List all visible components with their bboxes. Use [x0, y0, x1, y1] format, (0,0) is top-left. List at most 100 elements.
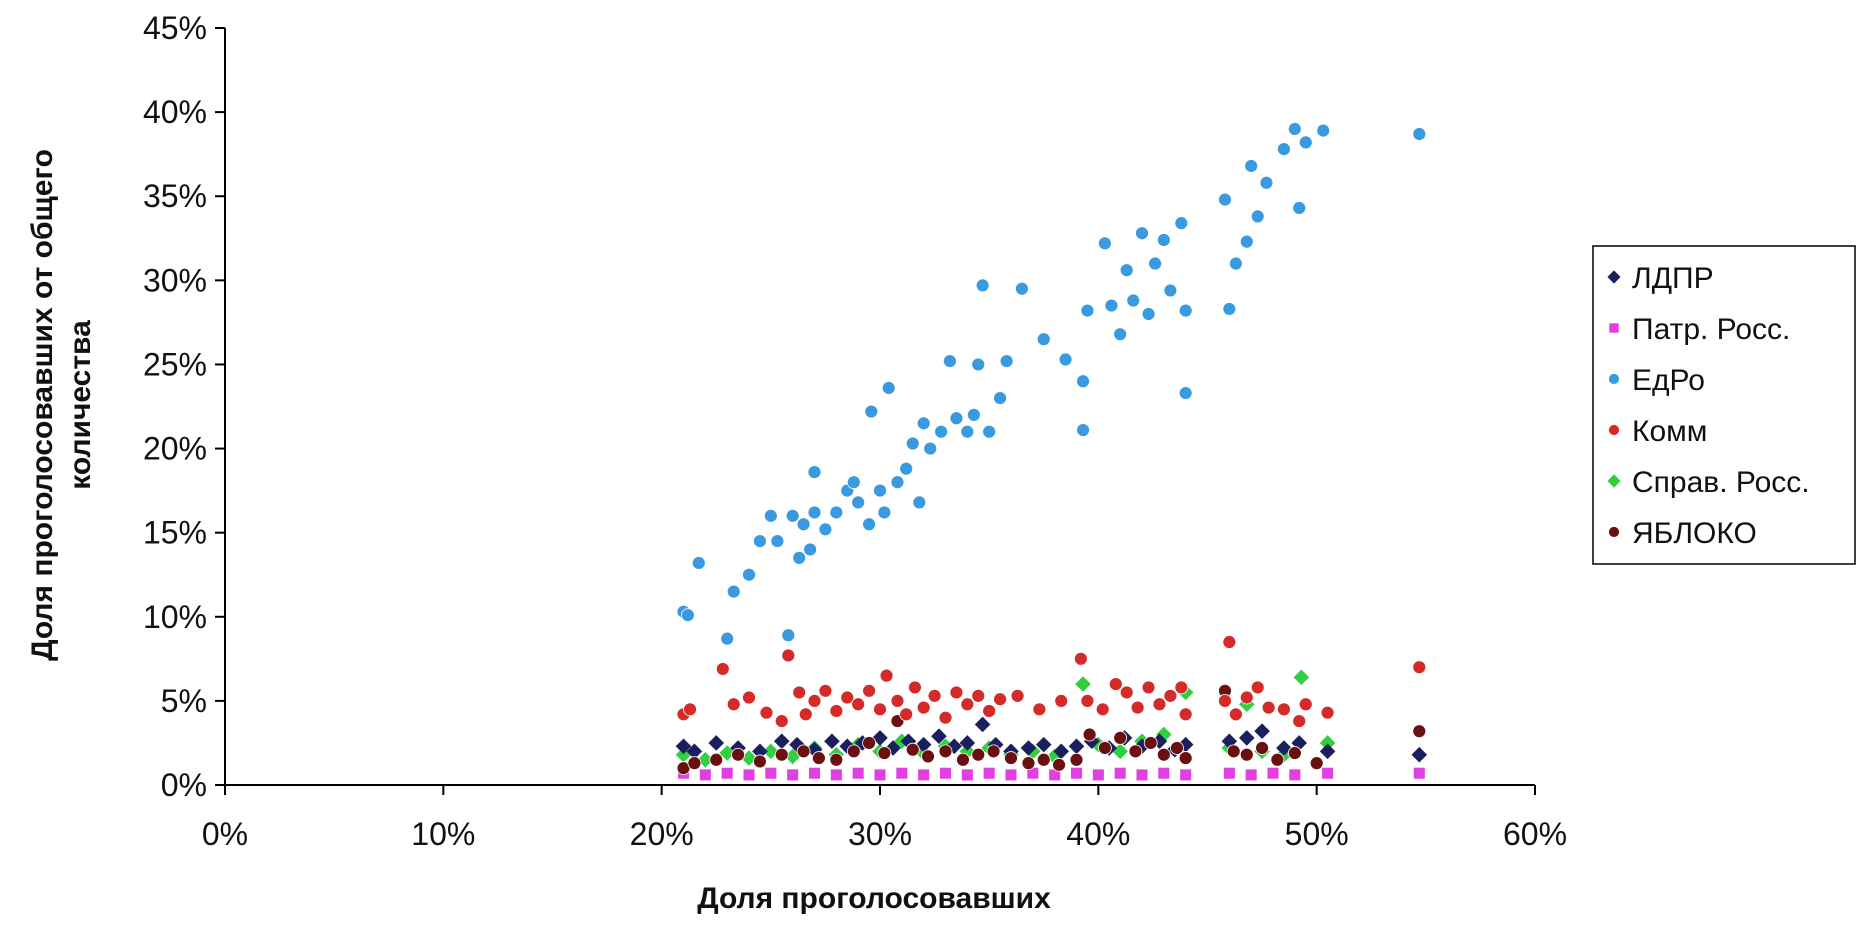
data-point — [773, 733, 790, 750]
data-point — [1135, 226, 1149, 241]
data-point — [1316, 123, 1331, 138]
data-point — [1032, 702, 1047, 717]
data-point — [1178, 303, 1193, 318]
data-point — [971, 688, 986, 703]
data-point — [759, 705, 774, 720]
data-point — [1128, 744, 1143, 759]
data-point — [1156, 233, 1171, 247]
data-point — [1293, 669, 1310, 686]
data-point — [675, 738, 692, 755]
data-point — [796, 517, 811, 532]
data-point — [1292, 714, 1307, 728]
data-point — [830, 769, 842, 781]
data-point — [1239, 690, 1254, 705]
data-point — [1076, 423, 1090, 437]
data-point — [1004, 751, 1018, 765]
data-point — [1080, 693, 1095, 708]
data-point — [1245, 769, 1257, 781]
data-point — [1223, 767, 1235, 779]
data-point — [982, 704, 997, 718]
y-tick-label: 30% — [143, 262, 207, 298]
data-point — [916, 416, 931, 431]
data-point — [1239, 730, 1255, 746]
data-point — [721, 767, 733, 779]
data-point — [864, 404, 879, 419]
data-point — [719, 745, 735, 761]
legend-label: Комм — [1632, 415, 1707, 448]
data-point — [1244, 159, 1259, 173]
data-point — [680, 608, 695, 622]
data-point — [1261, 700, 1276, 715]
data-point — [683, 702, 697, 717]
data-point — [993, 391, 1007, 405]
data-point — [1267, 767, 1279, 779]
data-point — [1073, 651, 1088, 666]
data-point — [781, 648, 796, 663]
data-point — [726, 697, 741, 712]
data-point — [862, 517, 876, 532]
data-point — [1027, 767, 1039, 779]
data-point — [1218, 192, 1232, 207]
data-point — [846, 475, 861, 490]
data-point — [999, 354, 1014, 368]
data-point — [1319, 735, 1336, 751]
data-point — [1178, 751, 1193, 765]
data-point — [934, 424, 949, 439]
data-point — [1036, 752, 1051, 767]
data-point — [1255, 741, 1269, 755]
y-axis-title: Доля проголосовавших от общего количеств… — [26, 149, 97, 661]
data-point — [1075, 676, 1091, 692]
data-point — [1052, 757, 1066, 772]
data-point — [923, 441, 938, 456]
x-tick-label: 30% — [848, 816, 912, 852]
data-point — [753, 534, 767, 548]
legend-label: ЯБЛОКО — [1632, 517, 1757, 550]
legend-label: ЛДПР — [1632, 262, 1714, 295]
data-point — [1036, 332, 1051, 347]
data-point — [829, 752, 844, 767]
data-point — [931, 728, 947, 745]
data-point — [1239, 234, 1254, 249]
data-point — [1163, 283, 1178, 298]
data-point — [807, 505, 822, 520]
legend-box — [1592, 245, 1856, 565]
data-point — [1250, 680, 1265, 695]
data-point — [1174, 680, 1189, 695]
data-point — [874, 769, 886, 781]
data-point — [1058, 352, 1073, 367]
x-axis-title: Доля проголосовавших — [697, 882, 1051, 915]
y-axis-title-line-1: Доля проголосовавших от общего — [26, 149, 59, 661]
data-point — [1108, 677, 1123, 691]
data-point — [1113, 730, 1128, 745]
data-point — [949, 685, 964, 700]
data-point — [807, 693, 822, 708]
data-point — [770, 534, 785, 548]
legend: ЛДПР Патр. Росс. ЕдРо Комм Справ. Росс. ЯБЛОК… — [1592, 245, 1856, 565]
data-point — [785, 508, 800, 523]
data-point — [765, 767, 777, 779]
data-point — [811, 751, 826, 765]
data-point — [1151, 733, 1168, 750]
data-point — [1178, 386, 1193, 400]
legend-items: ЛДПР Патр. Росс. ЕдРо Комм Справ. Росс. ЯБЛОК… — [1607, 262, 1810, 550]
data-point — [1152, 697, 1167, 712]
data-point — [1156, 726, 1172, 743]
data-point — [896, 767, 908, 779]
points-layer — [675, 122, 1428, 781]
data-point — [1005, 769, 1017, 781]
x-tick-label: 20% — [630, 816, 694, 852]
legend-marker — [1608, 526, 1620, 538]
data-point — [1218, 693, 1232, 708]
data-point — [1097, 741, 1112, 755]
data-point — [938, 710, 953, 725]
data-point — [983, 767, 995, 779]
data-point — [715, 662, 730, 676]
data-point — [1020, 740, 1037, 756]
y-tick-label: 15% — [143, 515, 207, 551]
data-point — [960, 697, 975, 712]
data-point — [1119, 685, 1134, 700]
data-point — [731, 747, 745, 762]
data-point — [792, 551, 807, 565]
data-point — [1021, 756, 1036, 771]
data-point — [709, 752, 724, 767]
